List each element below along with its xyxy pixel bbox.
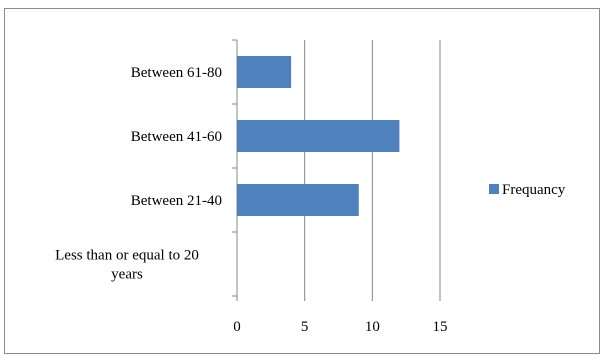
bar [237, 184, 359, 216]
x-tick-label: 15 [433, 319, 448, 335]
y-tick-label: Less than or equal to 20 [55, 248, 199, 264]
y-tick-label: Between 41-60 [131, 129, 222, 145]
legend-swatch [489, 184, 499, 194]
y-tick-label: Between 21-40 [131, 193, 222, 209]
y-tick-label: years [111, 267, 143, 283]
x-tick-label: 5 [301, 319, 309, 335]
y-tick-label: Between 61-80 [131, 65, 222, 81]
x-tick-label: 0 [233, 319, 241, 335]
legend: Frequancy [489, 182, 566, 198]
legend-label: Frequancy [502, 182, 566, 198]
bars [237, 56, 400, 216]
x-tick-label: 10 [365, 319, 380, 335]
bar [237, 120, 400, 152]
chart-frame [4, 8, 600, 354]
tick-labels: Less than or equal to 20 years Between 21-… [55, 65, 447, 335]
gridlines [304, 40, 441, 296]
bar [237, 56, 292, 88]
